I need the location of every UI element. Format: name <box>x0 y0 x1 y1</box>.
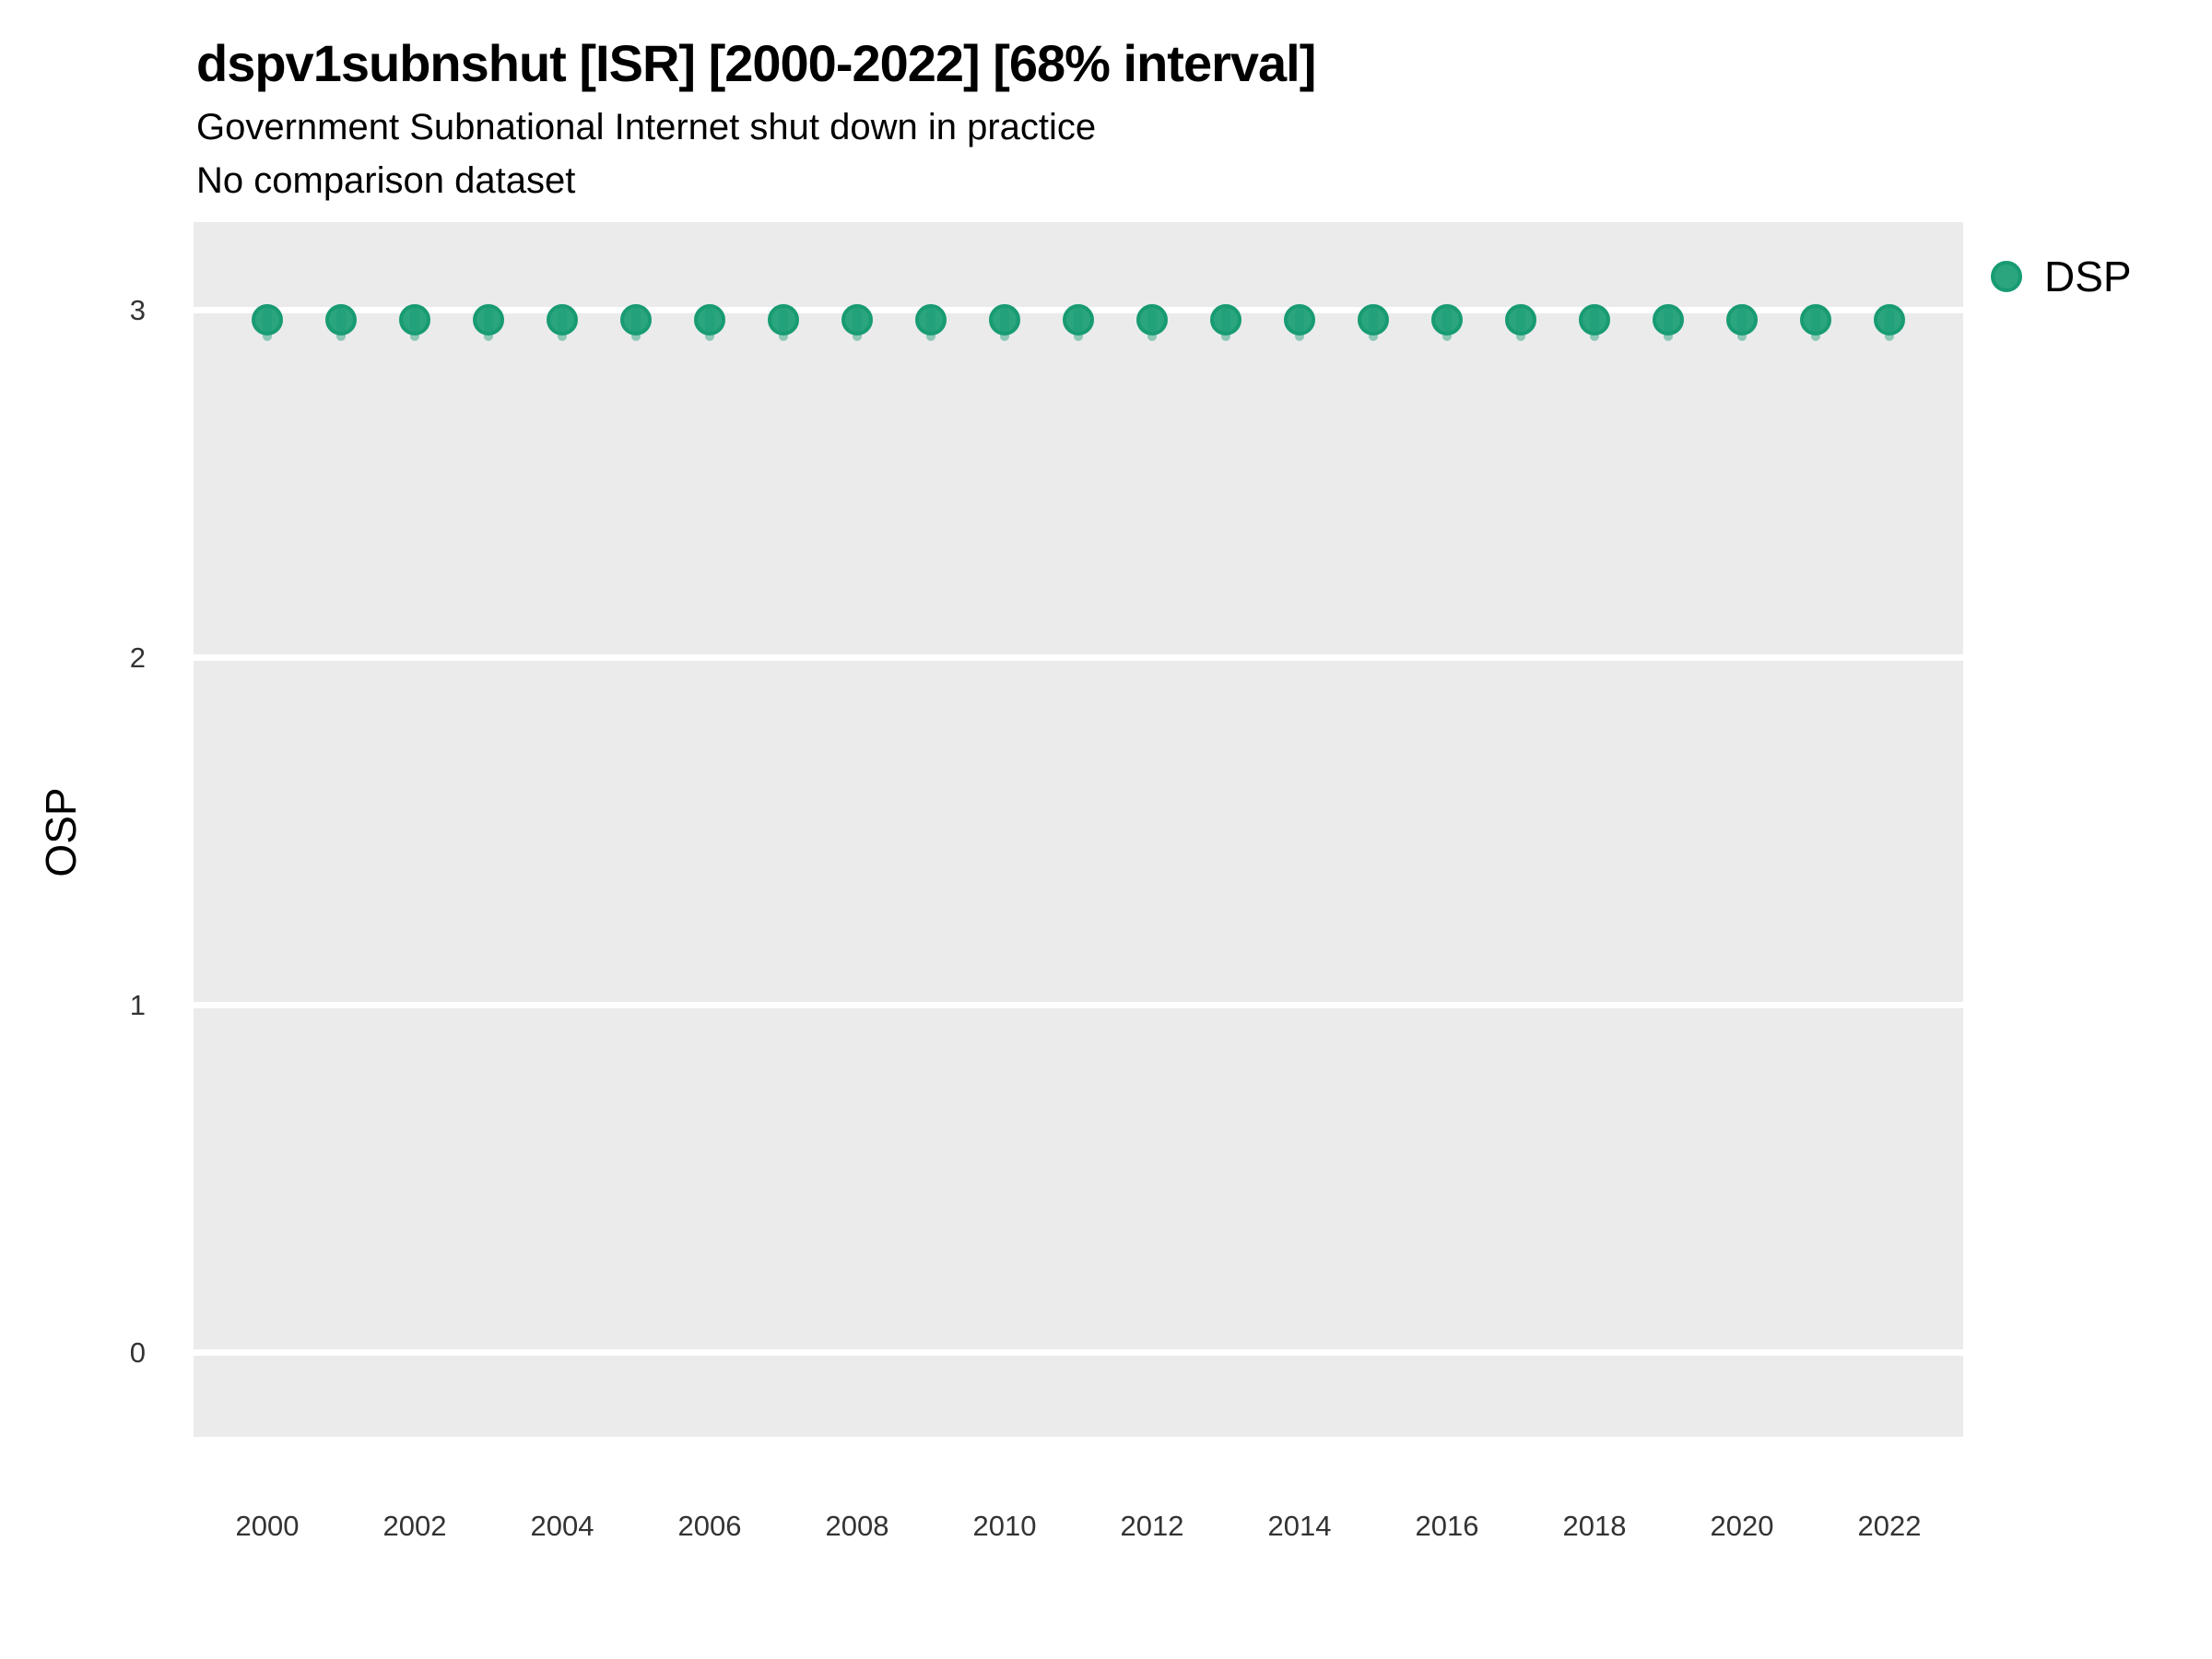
x-tick-label-2014: 2014 <box>1267 1510 1332 1542</box>
y-axis-title: OSP <box>37 787 85 877</box>
legend-label: DSP <box>2044 253 2132 300</box>
data-point-2019 <box>1653 304 1684 336</box>
x-tick-label-2002: 2002 <box>382 1510 447 1542</box>
interval-bar-2000 <box>263 308 272 342</box>
legend: DSP <box>1991 254 2132 299</box>
interval-bar-2021 <box>1811 308 1820 342</box>
data-point-2000 <box>252 304 283 336</box>
data-point-2007 <box>768 304 799 336</box>
interval-bar-2002 <box>410 308 419 342</box>
x-tick-label-2012: 2012 <box>1120 1510 1184 1542</box>
gridline-y-2 <box>194 653 1963 661</box>
interval-bar-2007 <box>779 308 788 342</box>
x-tick-label-2016: 2016 <box>1415 1510 1479 1542</box>
data-point-2003 <box>473 304 504 336</box>
interval-bar-2014 <box>1295 308 1304 342</box>
x-tick-label-2022: 2022 <box>1857 1510 1922 1542</box>
interval-bar-2005 <box>631 308 641 342</box>
interval-bar-2010 <box>1000 308 1009 342</box>
x-tick-label-2000: 2000 <box>235 1510 300 1542</box>
data-point-2013 <box>1210 304 1241 336</box>
plot-panel <box>194 222 1963 1437</box>
data-point-2011 <box>1063 304 1094 336</box>
interval-bar-2003 <box>484 308 493 342</box>
interval-bar-2004 <box>558 308 567 342</box>
data-point-2001 <box>325 304 357 336</box>
interval-bar-2022 <box>1885 308 1894 342</box>
interval-bar-2019 <box>1664 308 1673 342</box>
data-point-2016 <box>1431 304 1463 336</box>
y-tick-label-0: 0 <box>129 1336 146 1369</box>
interval-bar-2008 <box>853 308 862 342</box>
x-tick-label-2004: 2004 <box>530 1510 594 1542</box>
x-tick-label-2008: 2008 <box>825 1510 889 1542</box>
interval-bar-2013 <box>1221 308 1230 342</box>
data-point-2012 <box>1136 304 1168 336</box>
data-point-2004 <box>547 304 578 336</box>
data-point-2014 <box>1284 304 1315 336</box>
y-tick-label-2: 2 <box>129 641 146 674</box>
interval-bar-2015 <box>1369 308 1378 342</box>
interval-bar-2017 <box>1516 308 1525 342</box>
data-point-2008 <box>841 304 873 336</box>
y-tick-label-3: 3 <box>129 294 146 326</box>
data-point-2020 <box>1726 304 1758 336</box>
data-point-2022 <box>1874 304 1905 336</box>
interval-bar-2001 <box>336 308 346 342</box>
x-tick-label-2020: 2020 <box>1710 1510 1774 1542</box>
gridline-y-0 <box>194 1348 1963 1356</box>
data-point-2018 <box>1579 304 1610 336</box>
interval-bar-2016 <box>1442 308 1452 342</box>
data-point-2021 <box>1800 304 1831 336</box>
x-tick-label-2006: 2006 <box>677 1510 742 1542</box>
data-point-2006 <box>694 304 725 336</box>
chart-title: dspv1subnshut [ISR] [2000-2022] [68% int… <box>196 34 1316 92</box>
chart-subtitle-note: No comparison dataset <box>196 160 576 201</box>
chart-subtitle: Government Subnational Internet shut dow… <box>196 107 1097 147</box>
x-tick-label-2018: 2018 <box>1562 1510 1627 1542</box>
legend-marker-dsp-icon <box>1991 261 2022 292</box>
data-point-2002 <box>399 304 430 336</box>
y-tick-label-1: 1 <box>129 989 146 1021</box>
x-tick-label-2010: 2010 <box>972 1510 1037 1542</box>
interval-bar-2009 <box>926 308 935 342</box>
data-point-2005 <box>620 304 652 336</box>
data-point-2017 <box>1505 304 1536 336</box>
gridline-y-1 <box>194 1001 1963 1008</box>
interval-bar-2018 <box>1590 308 1599 342</box>
data-point-2009 <box>915 304 947 336</box>
interval-bar-2020 <box>1737 308 1747 342</box>
interval-bar-2012 <box>1147 308 1157 342</box>
interval-bar-2011 <box>1074 308 1083 342</box>
interval-bar-2006 <box>705 308 714 342</box>
data-point-2010 <box>989 304 1020 336</box>
data-point-2015 <box>1358 304 1389 336</box>
